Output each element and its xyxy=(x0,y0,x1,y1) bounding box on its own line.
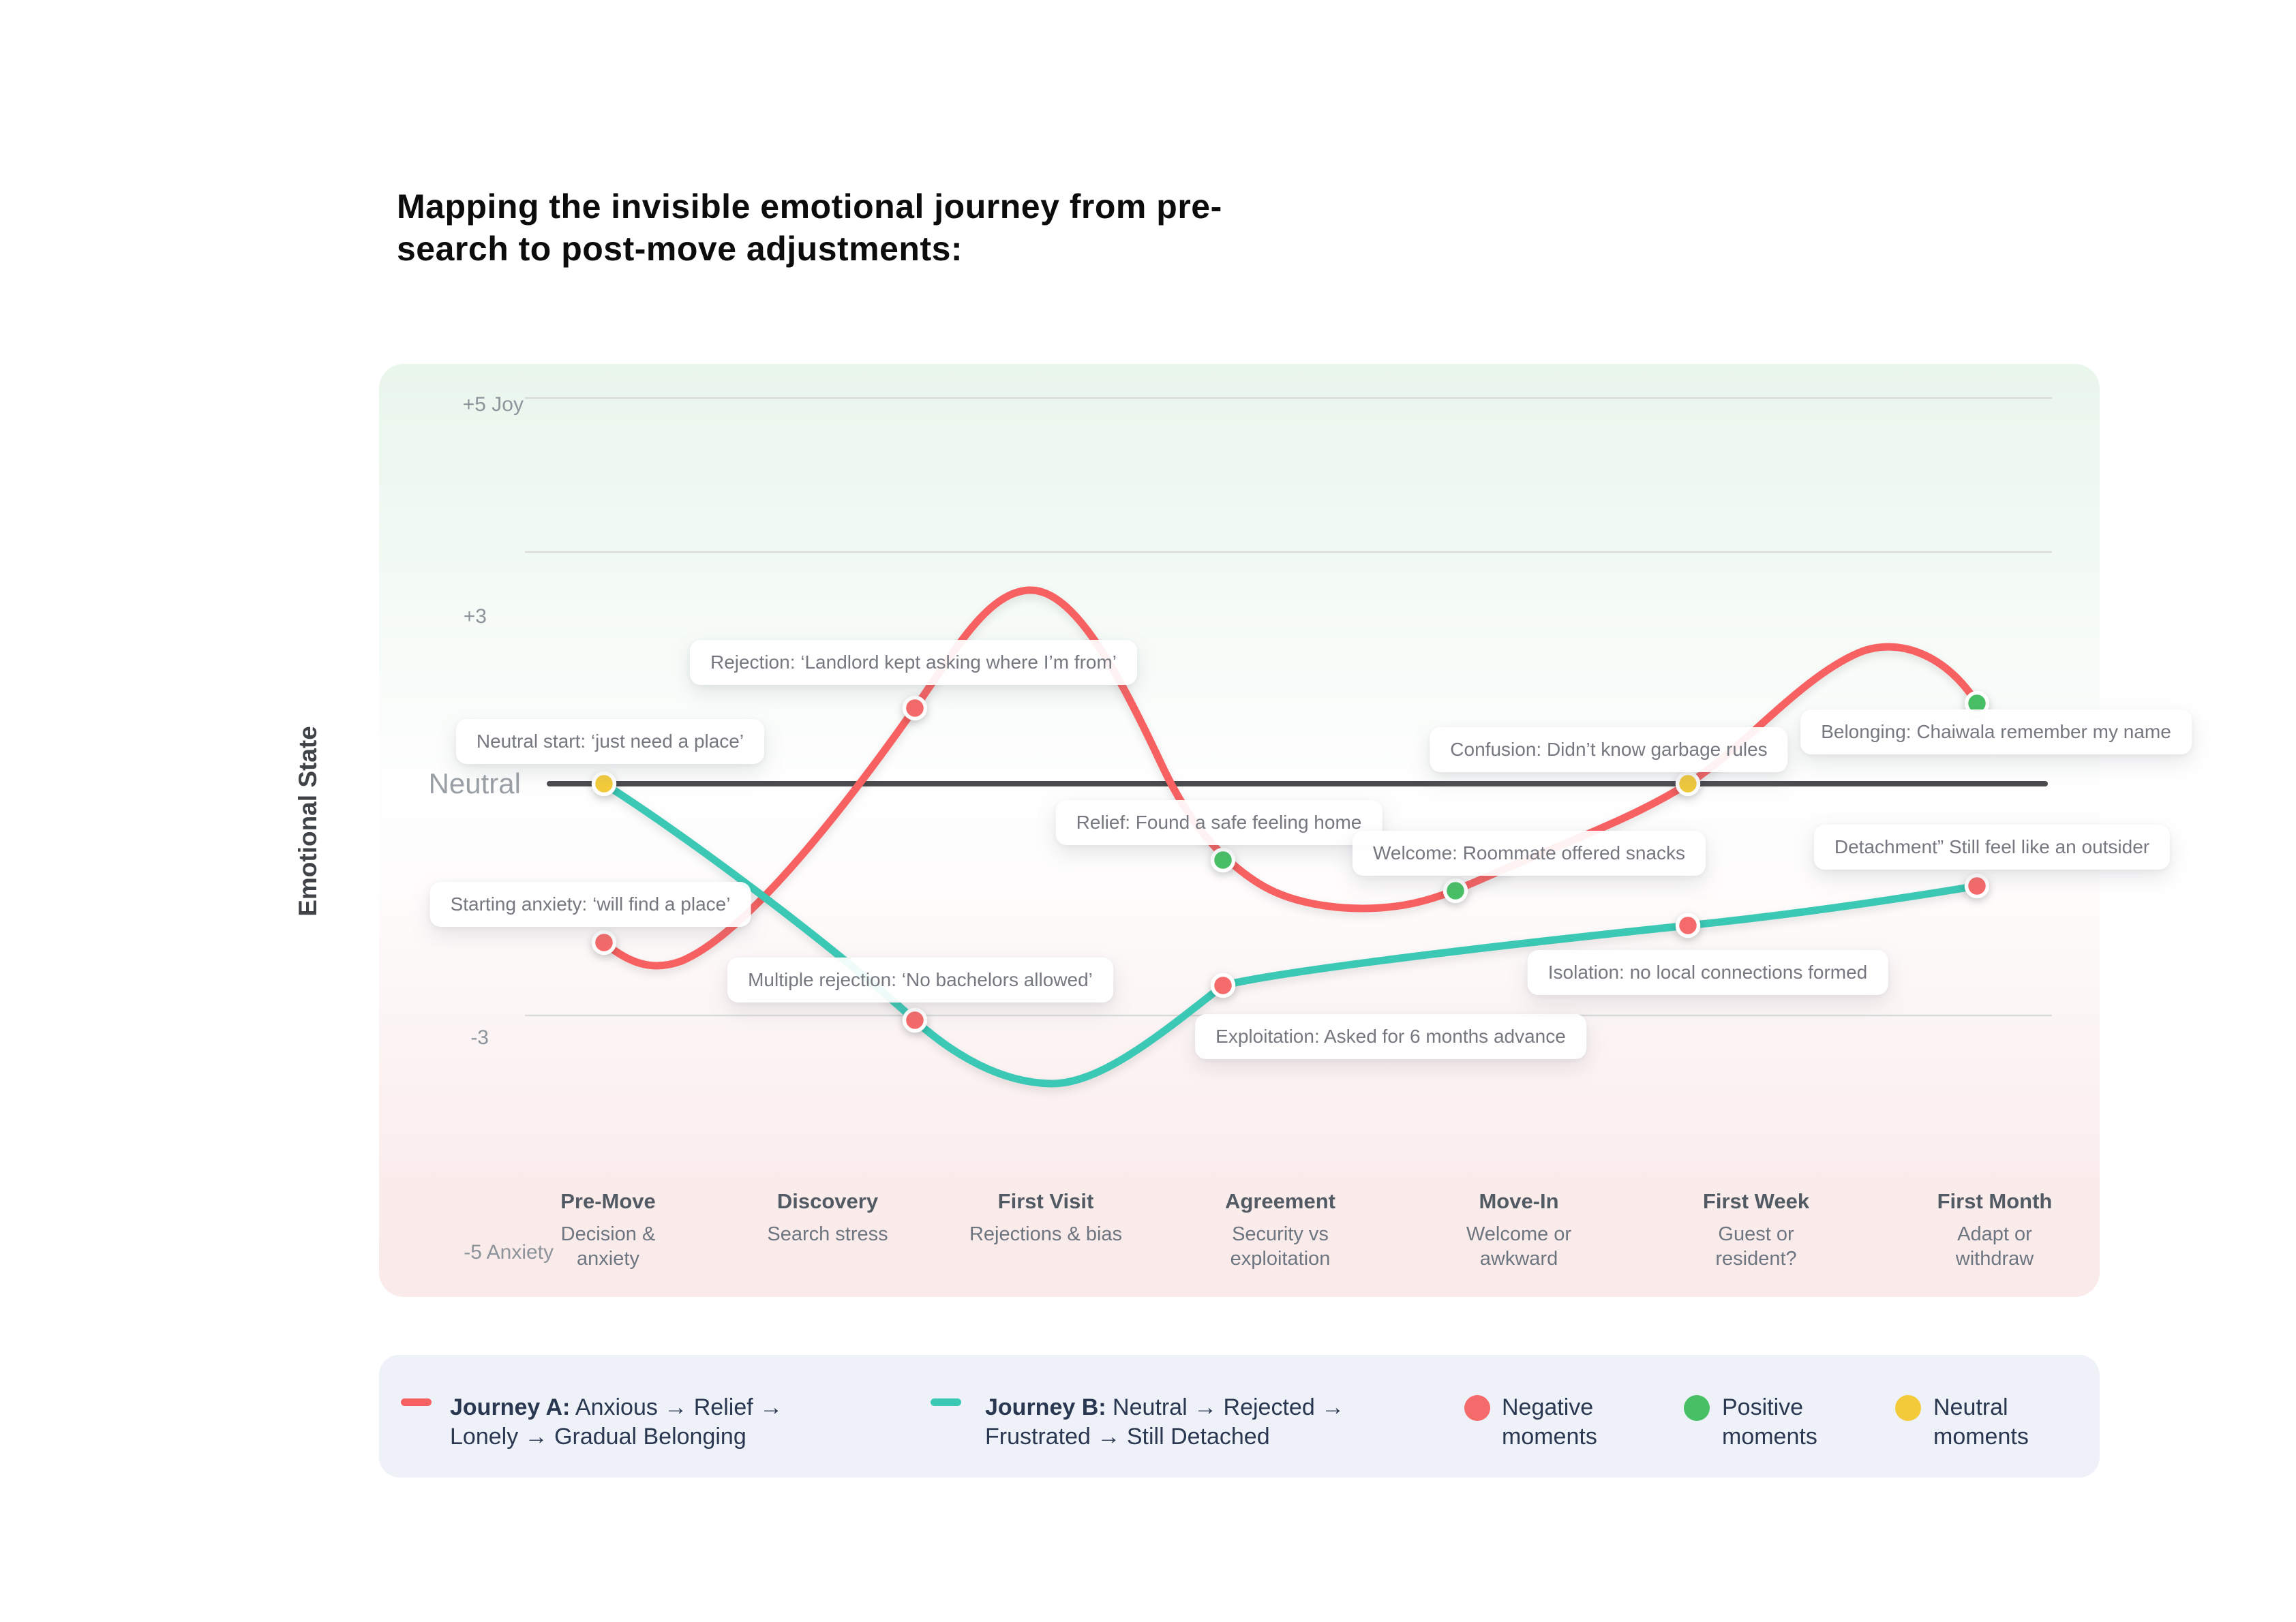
stage-agreement: Agreement Security vs exploitation xyxy=(1225,1189,1335,1271)
annotation-neutral-start: Neutral start: ‘just need a place’ xyxy=(455,719,765,764)
annotation-belonging: Belonging: Chaiwala remember my name xyxy=(1800,709,2192,754)
annotation-detachment: Detachment” Still feel like an outsider xyxy=(1813,825,2171,870)
stage-sublabel: Guest or resident? xyxy=(1715,1223,1797,1270)
annotation-confusion: Confusion: Didn’t know garbage rules xyxy=(1430,727,1788,772)
stage-first-week: First Week Guest or resident? xyxy=(1703,1189,1809,1271)
neutral-moment-dot xyxy=(1895,1395,1921,1421)
stage-sublabel: Rejections & bias xyxy=(969,1223,1123,1245)
neutral-moment-label: Neutral moments xyxy=(1933,1394,2029,1450)
stage-sublabel: Welcome or awkward xyxy=(1466,1223,1572,1270)
y-tick-plus5-joy: +5 Joy xyxy=(462,393,524,416)
stage-discovery: Discovery Search stress xyxy=(767,1189,888,1246)
annotation-rejection: Rejection: ‘Landlord kept asking where I… xyxy=(689,640,1138,685)
positive-moment-dot xyxy=(1684,1395,1710,1421)
stage-label: Pre-Move xyxy=(560,1189,656,1213)
stage-move-in: Move-In Welcome or awkward xyxy=(1466,1189,1571,1271)
journey-b-swatch xyxy=(931,1398,961,1406)
annotation-starting-anxiety: Starting anxiety: ‘will find a place’ xyxy=(429,882,751,927)
page-title-line2: search to post-move adjustments: xyxy=(397,230,963,268)
journey-b-legend-line2: Frustrated → Still Detached xyxy=(985,1424,1270,1450)
stage-label: First Visit xyxy=(997,1189,1094,1213)
page-title: Mapping the invisible emotional journey … xyxy=(397,185,1222,270)
journey-a-legend-text: Journey A: Anxious → Relief → Lonely → G… xyxy=(450,1393,783,1452)
stage-sublabel: Decision & anxiety xyxy=(560,1223,656,1270)
y-tick-neutral: Neutral xyxy=(428,767,521,799)
negative-moment-dot xyxy=(1464,1395,1490,1421)
stage-label: First Week xyxy=(1702,1189,1810,1213)
y-axis-title: Emotional State xyxy=(294,726,322,917)
journey-a-legend-line1: Journey A: Anxious → Relief → xyxy=(450,1394,783,1420)
journey-a-swatch xyxy=(401,1398,432,1406)
journey-a-legend-line2: Lonely → Gradual Belonging xyxy=(450,1424,746,1450)
journey-b-legend-text: Journey B: Neutral → Rejected → Frustrat… xyxy=(985,1393,1344,1452)
stage-sublabel: Security vs exploitation xyxy=(1230,1223,1331,1270)
journey-b-legend-line1: Journey B: Neutral → Rejected → xyxy=(985,1394,1345,1420)
stage-first-month: First Month Adapt or withdraw xyxy=(1937,1189,2053,1271)
y-tick-plus3: +3 xyxy=(463,605,487,628)
annotation-isolation: Isolation: no local connections formed xyxy=(1527,950,1888,995)
stage-pre-move: Pre-Move Decision & anxiety xyxy=(560,1189,656,1271)
stage-first-visit: First Visit Rejections & bias xyxy=(969,1189,1122,1246)
y-tick-minus5-anxiety: -5 Anxiety xyxy=(464,1241,554,1264)
stage-sublabel: Search stress xyxy=(767,1223,888,1245)
annotation-relief: Relief: Found a safe feeling home xyxy=(1055,800,1383,845)
annotation-welcome: Welcome: Roommate offered snacks xyxy=(1352,831,1706,876)
negative-moment-label: Negative moments xyxy=(1502,1394,1597,1450)
positive-moment-label: Positive moments xyxy=(1722,1394,1817,1450)
stage-label: First Month xyxy=(1937,1189,2053,1213)
page-title-line1: Mapping the invisible emotional journey … xyxy=(397,187,1222,226)
y-tick-minus3: -3 xyxy=(470,1026,489,1049)
stage-label: Discovery xyxy=(776,1189,879,1213)
annotation-multiple-rejection: Multiple rejection: ‘No bachelors allowe… xyxy=(727,958,1113,1003)
stage-label: Agreement xyxy=(1225,1189,1335,1213)
stage-sublabel: Adapt or withdraw xyxy=(1955,1223,2034,1270)
chart-legend: Journey A: Anxious → Relief → Lonely → G… xyxy=(379,1355,2100,1478)
annotation-exploitation: Exploitation: Asked for 6 months advance xyxy=(1195,1014,1586,1059)
stage-label: Move-In xyxy=(1479,1189,1559,1213)
